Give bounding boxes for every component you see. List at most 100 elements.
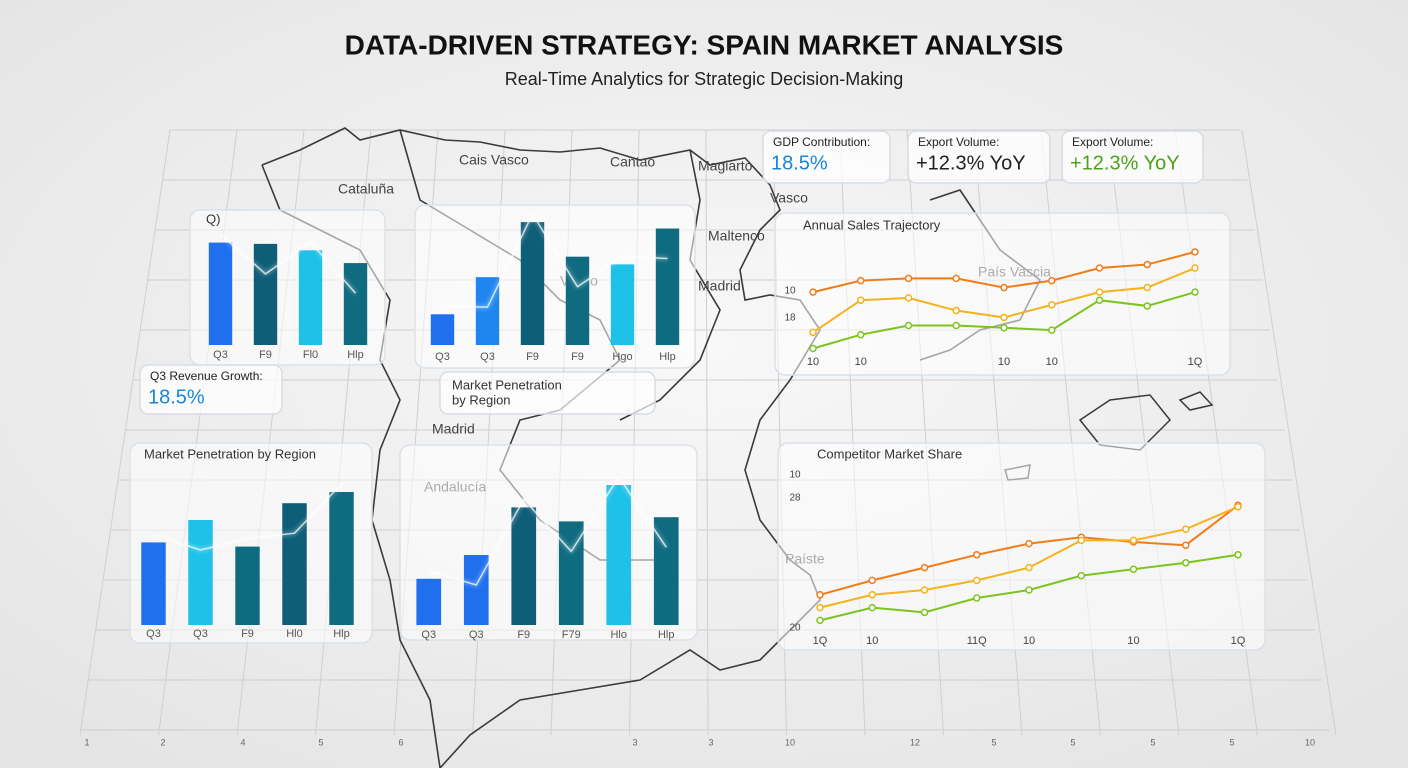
point [857,276,865,285]
bar [610,264,635,345]
point [1143,302,1151,310]
x-tick-label: Fl0 [303,349,318,361]
bar [188,520,213,625]
bar [208,242,233,345]
panel-title: Q) [206,211,220,226]
bar [606,485,632,625]
grid-label: 3 [708,737,713,747]
bar [343,263,368,345]
x-tick-label: F79 [562,629,581,641]
panel-title: Market Penetration by Region [144,446,316,461]
x-tick-label: Hlp [333,628,350,640]
y-label: 10 [784,286,796,297]
point [952,274,960,283]
x-tick-label: Hlo [610,629,627,641]
point [857,330,865,339]
x-tick-label: Q3 [435,351,450,363]
point [809,328,817,337]
map-label: Maltenco [708,228,765,244]
point [904,294,913,302]
point [1191,288,1199,296]
kpi-value: 18.5% [148,386,205,408]
x-tick-label: Q3 [146,628,161,640]
x-tick-label: F9 [259,349,272,361]
map-label: Cais Vasco [459,152,529,168]
point [1129,565,1138,573]
grid-label: 5 [991,737,996,747]
point [1048,301,1056,309]
x-tick-label: F9 [517,629,530,641]
point [920,608,929,617]
callout-text: by Region [452,392,511,407]
x-tick-label: Q3 [213,349,228,361]
x-tick-label: 1Q [1231,635,1246,647]
point [920,563,929,572]
grid-label: 5 [318,737,323,747]
kpi-value: 18.5% [771,152,828,174]
point [1143,260,1151,269]
x-tick-label: Q3 [193,628,208,640]
grid-label: 5 [1150,737,1155,747]
kpi-label: Export Volume: [1072,135,1153,149]
point [1182,541,1190,549]
grid-label: 4 [240,737,245,747]
map-label: Cantao [610,154,655,170]
point [868,576,876,585]
point [868,603,876,612]
panel-title: Competitor Market Share [817,446,962,461]
bar [565,256,590,345]
bar [511,507,537,625]
x-tick-label: 10 [1023,635,1035,647]
point [1048,276,1056,285]
map-label: Cataluña [338,181,394,197]
bar [520,222,545,345]
point [1095,296,1104,304]
point [904,274,913,283]
grid-label: 1 [84,737,89,747]
point [816,603,824,612]
callout-text: Market Penetration [452,377,562,392]
panel [777,442,1266,651]
point [1234,551,1242,559]
panel [774,212,1231,376]
grid-label: 12 [910,737,920,747]
bar [298,250,323,345]
point [809,288,817,296]
x-tick-label: F9 [241,628,254,640]
x-tick-label: 10 [998,356,1010,368]
point [809,344,817,353]
x-tick-label: Hlp [659,351,676,363]
point [1095,288,1104,296]
grid-line [1241,129,1337,736]
point [1143,283,1151,292]
callout-card [439,371,656,415]
kpi-card [139,364,283,415]
x-tick-label: 10 [1046,356,1058,368]
title: DATA-DRIVEN STRATEGY: SPAIN MARKET ANALY… [345,29,1064,60]
point [1025,563,1033,572]
grid-line [79,129,171,736]
map-label: Vasco [770,190,808,206]
x-tick-label: 10 [866,635,878,647]
grid-label: 10 [1305,737,1315,747]
point [857,296,865,304]
panel-title: Annual Sales Trajectory [803,217,941,232]
point [1095,264,1104,272]
x-tick-label: 11Q [967,635,987,647]
y-label: 18 [784,313,796,324]
x-tick-label: 10 [807,356,819,368]
bar [463,555,489,625]
bar [141,542,166,625]
x-tick-label: Q3 [469,629,484,641]
panel [399,444,698,641]
x-tick-label: F9 [526,351,539,363]
bar [475,277,500,345]
bar [655,228,680,345]
glow-line [153,483,343,551]
point [1025,586,1033,594]
bar [235,546,260,625]
point [973,576,981,585]
bar [253,243,278,345]
x-tick-label: Hlp [347,349,364,361]
bar [416,578,442,625]
